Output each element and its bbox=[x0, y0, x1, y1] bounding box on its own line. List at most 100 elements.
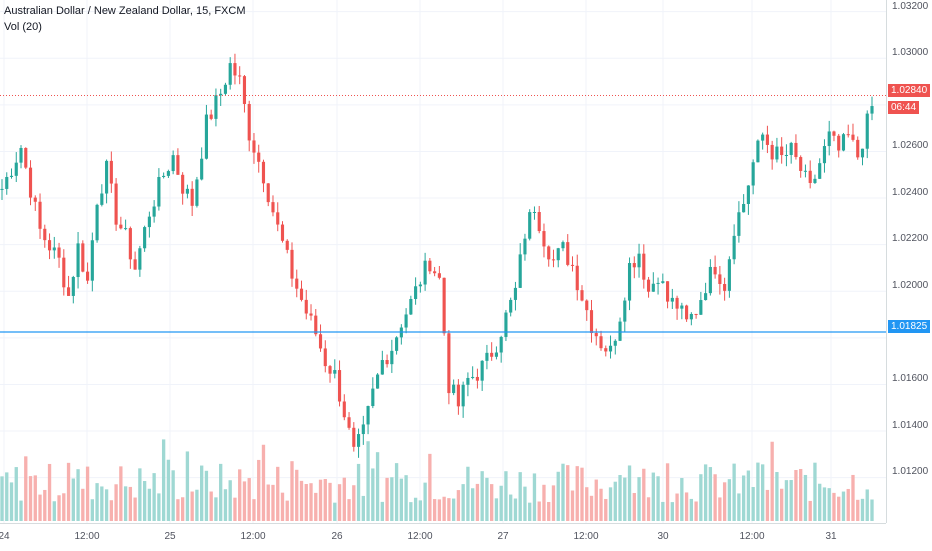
volume-bar bbox=[337, 484, 342, 521]
volume-bar bbox=[228, 480, 232, 521]
candle-body bbox=[770, 144, 774, 160]
candle-body bbox=[775, 146, 779, 160]
candle-body bbox=[494, 352, 498, 357]
candle-body bbox=[485, 352, 489, 361]
volume-bar bbox=[147, 488, 152, 521]
candle-body bbox=[851, 134, 855, 140]
volume-bar bbox=[152, 473, 156, 521]
volume-bar bbox=[90, 499, 94, 521]
candle-body bbox=[304, 299, 308, 314]
candle-body bbox=[860, 148, 865, 158]
price-tick: 1.02400 bbox=[892, 187, 929, 198]
time-tick: 12:00 bbox=[240, 531, 266, 542]
candle-body bbox=[433, 271, 437, 274]
volume-bar bbox=[52, 501, 56, 521]
volume-bar bbox=[109, 500, 114, 521]
chart-legend: Australian Dollar / New Zealand Dollar, … bbox=[4, 3, 245, 35]
candle-body bbox=[599, 336, 603, 349]
price-axis[interactable]: 1.03200 1.03000 1.02600 1.02400 1.02200 … bbox=[886, 0, 932, 523]
candle-body bbox=[285, 240, 289, 250]
candle-body bbox=[242, 76, 247, 104]
candle-body bbox=[200, 158, 204, 180]
candle-body bbox=[456, 384, 460, 407]
volume-bar bbox=[470, 488, 475, 521]
volume-bar bbox=[62, 493, 66, 521]
volume-bar bbox=[841, 491, 846, 521]
volume-bar bbox=[480, 471, 484, 521]
candle-body bbox=[604, 348, 608, 352]
candle-body bbox=[452, 384, 456, 394]
time-tick: 12:00 bbox=[407, 531, 433, 542]
volume-bar bbox=[285, 500, 289, 521]
candle-body bbox=[613, 340, 617, 346]
volume-bar bbox=[190, 491, 194, 521]
time-axis[interactable]: 24 12:00 25 12:00 26 12:00 27 12:00 30 1… bbox=[0, 523, 886, 551]
candle-body bbox=[204, 114, 208, 159]
volume-bar bbox=[832, 492, 836, 521]
candle-body bbox=[528, 212, 532, 239]
candle-body bbox=[290, 249, 294, 279]
candle-body bbox=[675, 297, 679, 309]
volume-indicator-label[interactable]: Vol (20) bbox=[4, 21, 42, 33]
volume-bar bbox=[699, 474, 703, 521]
volume-bar bbox=[451, 498, 456, 521]
candle-body bbox=[57, 247, 61, 258]
candle-body bbox=[233, 63, 237, 76]
volume-bar bbox=[200, 465, 204, 521]
volume-bar bbox=[342, 477, 346, 521]
volume-bar bbox=[518, 472, 522, 521]
candle-body bbox=[447, 333, 451, 394]
candle-body bbox=[423, 260, 427, 285]
volume-bar bbox=[38, 494, 42, 521]
volume-bar bbox=[499, 485, 503, 521]
candle-body bbox=[685, 305, 689, 320]
candle-body bbox=[276, 212, 280, 225]
volume-bar bbox=[594, 479, 598, 521]
candle-body bbox=[461, 384, 465, 407]
volume-bar bbox=[352, 485, 356, 521]
candle-body bbox=[547, 246, 551, 260]
volume-bar bbox=[47, 463, 52, 521]
candle-body bbox=[742, 203, 746, 213]
volume-bar bbox=[356, 463, 361, 521]
volume-bar bbox=[309, 483, 313, 521]
volume-bar bbox=[846, 488, 850, 521]
candle-body bbox=[471, 376, 475, 378]
volume-bar bbox=[176, 499, 180, 521]
volume-bar bbox=[271, 484, 275, 521]
volume-bar bbox=[694, 501, 698, 521]
candle-body bbox=[342, 401, 346, 418]
volume-bar bbox=[318, 479, 323, 521]
volume-bar bbox=[818, 483, 822, 521]
volume-bar bbox=[33, 475, 37, 521]
candle-body bbox=[347, 417, 351, 428]
volume-bar bbox=[751, 487, 755, 521]
candle-body bbox=[109, 160, 113, 184]
volume-bar bbox=[333, 502, 337, 521]
volume-bar bbox=[195, 489, 199, 521]
candle-body bbox=[732, 235, 736, 260]
price-plot-area[interactable] bbox=[0, 0, 886, 523]
volume-bar bbox=[703, 464, 708, 521]
candle-body bbox=[95, 204, 99, 241]
candle-body bbox=[651, 283, 655, 292]
candle-body bbox=[561, 242, 565, 249]
volume-bar bbox=[371, 468, 375, 521]
candle-body bbox=[147, 216, 151, 228]
candle-body bbox=[751, 162, 755, 186]
volume-bar bbox=[585, 487, 589, 521]
candle-body bbox=[865, 113, 869, 149]
volume-bar bbox=[247, 478, 251, 521]
candle-body bbox=[380, 360, 384, 375]
candle-body bbox=[646, 279, 651, 292]
volume-bar bbox=[551, 485, 556, 521]
candle-body bbox=[580, 290, 584, 301]
volume-bar bbox=[870, 499, 874, 521]
candle-body bbox=[176, 155, 180, 175]
volume-bar bbox=[100, 486, 104, 521]
symbol-title[interactable]: Australian Dollar / New Zealand Dollar, … bbox=[4, 5, 246, 17]
candle-body bbox=[509, 299, 513, 313]
volume-bar bbox=[456, 490, 461, 521]
volume-bar bbox=[604, 498, 608, 521]
